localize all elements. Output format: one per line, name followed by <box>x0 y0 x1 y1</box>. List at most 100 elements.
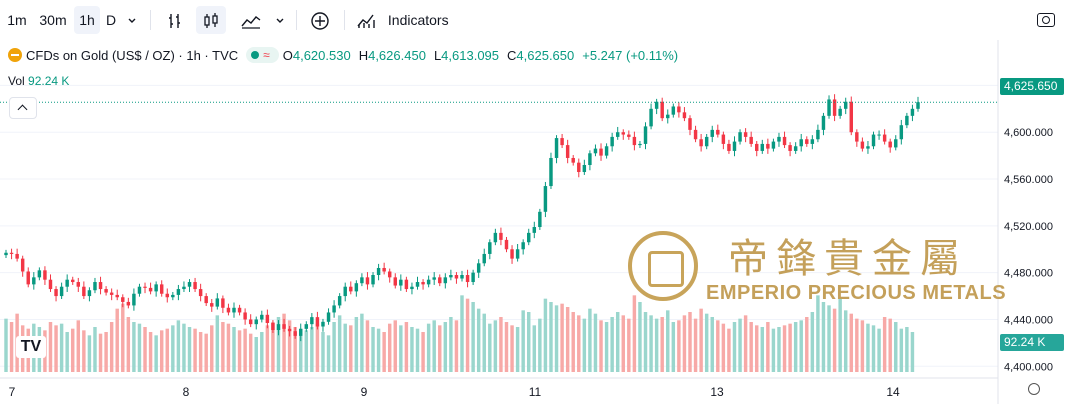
candle-body <box>727 143 731 151</box>
interval-1m-button[interactable]: 1m <box>7 12 27 28</box>
interval-30m-button[interactable]: 30m <box>39 12 67 28</box>
volume-bar <box>866 323 870 372</box>
volume-bar <box>777 327 781 372</box>
candle-body <box>588 153 592 165</box>
compare-plus-icon[interactable] <box>306 6 334 34</box>
volume-bar <box>410 327 414 372</box>
candle-body <box>115 294 119 298</box>
volume-bar <box>276 317 281 372</box>
volume-bar <box>504 322 509 372</box>
candle-body <box>677 106 681 113</box>
x-tick-label: 7 <box>9 385 16 399</box>
tradingview-logo-icon: TV <box>16 336 46 358</box>
volume-bar <box>766 322 770 372</box>
candle-body <box>393 277 397 286</box>
candle-body <box>71 279 75 283</box>
volume-bar <box>476 308 481 372</box>
candle-body <box>399 279 403 286</box>
volume-bar <box>93 327 97 372</box>
volume-bar <box>332 322 336 372</box>
indicators-button[interactable]: Indicators <box>356 6 456 34</box>
volume-bar <box>599 320 603 372</box>
candle-body <box>137 286 142 294</box>
watermark-logo: 帝鋒貴金屬 EMPERIO PRECIOUS METALS <box>628 226 1006 308</box>
volume-bar <box>126 317 131 372</box>
volume-label: Vol <box>8 74 25 88</box>
low-value: 4,613.095 <box>441 47 500 63</box>
candle-body <box>438 277 442 284</box>
volume-bar <box>454 320 459 372</box>
volume-bar <box>304 330 309 372</box>
candle-body <box>349 286 353 292</box>
volume-bar <box>315 323 320 372</box>
volume-bar <box>165 328 169 372</box>
candle-body <box>643 126 648 144</box>
candle-body <box>365 277 370 285</box>
volume-bar <box>260 332 264 372</box>
area-style-icon[interactable] <box>236 6 266 34</box>
collapse-legend-button[interactable] <box>9 97 37 119</box>
candle-body <box>682 112 687 119</box>
volume-bar <box>888 318 892 372</box>
volume-bar <box>9 322 14 372</box>
candle-body <box>871 134 876 147</box>
volume-bar <box>688 312 692 372</box>
volume-bar <box>337 315 342 372</box>
candle-body <box>210 303 214 307</box>
candle-body <box>26 271 30 285</box>
volume-bar <box>143 327 147 372</box>
candle-body <box>716 129 720 135</box>
candle-body <box>543 186 548 212</box>
candle-body <box>916 102 920 109</box>
x-tick-label: 13 <box>710 385 724 399</box>
volume-bar <box>299 328 303 372</box>
candle-body <box>237 307 242 313</box>
candle-body <box>4 252 8 256</box>
candle-body <box>771 141 776 149</box>
y-tick-label: 4,480.000 <box>1004 268 1053 280</box>
volume-bar <box>387 323 392 372</box>
gear-icon[interactable] <box>1028 383 1040 395</box>
volume-bar <box>354 317 359 372</box>
candle-body <box>193 282 197 290</box>
interval-1h-button[interactable]: 1h <box>74 6 100 34</box>
candle-body <box>315 317 320 327</box>
candle-body <box>604 146 609 156</box>
candle-body <box>838 108 842 116</box>
x-tick-label: 11 <box>529 385 542 399</box>
candle-body <box>805 139 809 144</box>
candle-body <box>82 286 86 297</box>
candle-body <box>43 270 47 280</box>
candle-body <box>599 148 603 156</box>
symbol-name[interactable]: CFDs on Gold (US$ / OZ) · 1h · TVC <box>26 47 239 63</box>
gold-icon <box>8 48 22 62</box>
interval-d-button[interactable]: D <box>105 12 117 28</box>
candle-body <box>76 282 81 287</box>
volume-bar <box>98 333 103 372</box>
candle-body <box>632 136 637 146</box>
candle-body <box>326 312 331 322</box>
volume-bar <box>810 312 815 372</box>
candle-body <box>894 139 898 148</box>
y-tick-label: 4,440.000 <box>1004 314 1053 326</box>
market-status-badge[interactable]: ≈ <box>246 47 279 63</box>
candle-body <box>248 319 253 325</box>
volume-bar <box>782 325 787 372</box>
chevron-down-icon[interactable] <box>272 6 288 34</box>
volume-bar <box>649 315 653 372</box>
candle-body <box>527 232 531 243</box>
volume-bar <box>360 313 364 372</box>
volume-bar <box>588 308 592 372</box>
candle-body <box>432 277 436 280</box>
chevron-down-icon[interactable] <box>122 6 142 34</box>
volume-bar <box>321 332 325 372</box>
y-tick-label: 4,400.000 <box>1004 361 1053 373</box>
candle-body <box>65 279 69 287</box>
volume-bar <box>593 313 598 372</box>
candle-body <box>387 271 392 278</box>
camera-icon[interactable] <box>1037 13 1055 27</box>
candle-body <box>454 275 459 279</box>
candle-body <box>610 136 614 147</box>
candles-style-icon[interactable] <box>196 6 226 34</box>
bar-style-icon[interactable] <box>162 6 188 34</box>
